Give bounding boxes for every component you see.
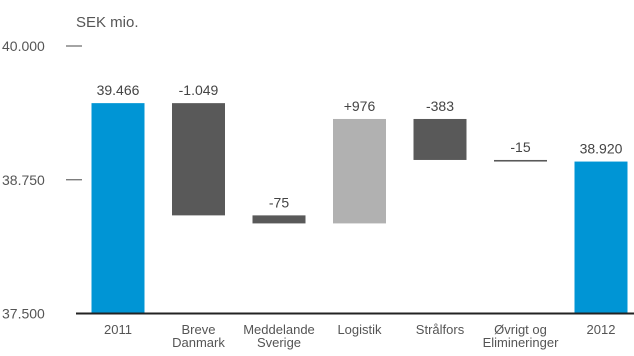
value-label: 39.466 bbox=[97, 82, 140, 98]
category-label-line: Elimineringer bbox=[483, 335, 560, 350]
category-label-line: 2012 bbox=[587, 322, 616, 337]
category-label-line: Strålfors bbox=[416, 322, 465, 337]
change-bar bbox=[333, 118, 386, 224]
change-bar bbox=[413, 118, 467, 160]
category-label: Logistik bbox=[337, 322, 382, 337]
category-labels: 2011 Breve Danmark Meddelande Sverige Logisti… bbox=[104, 322, 615, 350]
category-label-line: Sverige bbox=[257, 335, 301, 350]
change-bar bbox=[252, 215, 306, 224]
value-labels: 39.466 -1.049 -75 +976 -383 -15 38.920 bbox=[97, 82, 623, 210]
unit-label: SEK mio. bbox=[76, 14, 139, 31]
category-label: 2012 bbox=[587, 322, 616, 337]
category-label: Strålfors bbox=[416, 322, 465, 337]
total-bar bbox=[91, 103, 145, 314]
y-tick-label: 37.500 bbox=[2, 306, 45, 322]
y-axis: 37.500 38.750 40.000 bbox=[2, 38, 82, 322]
total-bar bbox=[574, 161, 628, 314]
category-label-line: Danmark bbox=[172, 335, 225, 350]
bars bbox=[91, 103, 628, 314]
value-label: -15 bbox=[510, 139, 530, 155]
value-label: -383 bbox=[426, 98, 454, 114]
value-label: 38.920 bbox=[580, 141, 623, 157]
value-label: -1.049 bbox=[179, 82, 219, 98]
y-tick-label: 38.750 bbox=[2, 172, 45, 188]
y-tick-label: 40.000 bbox=[2, 38, 45, 54]
category-label: Øvrigt og Elimineringer bbox=[483, 322, 560, 350]
category-label: Breve Danmark bbox=[172, 322, 225, 350]
category-label-line: Breve bbox=[182, 322, 216, 337]
category-label-line: Logistik bbox=[337, 322, 382, 337]
category-label-line: Øvrigt og bbox=[494, 322, 547, 337]
value-label: +976 bbox=[344, 98, 376, 114]
value-label: -75 bbox=[269, 194, 289, 210]
change-bar bbox=[494, 159, 547, 162]
category-label-line: Meddelande bbox=[243, 322, 315, 337]
category-label-line: 2011 bbox=[104, 322, 132, 337]
category-label: 2011 bbox=[104, 322, 132, 337]
category-label: Meddelande Sverige bbox=[243, 322, 315, 350]
change-bar bbox=[172, 103, 225, 216]
